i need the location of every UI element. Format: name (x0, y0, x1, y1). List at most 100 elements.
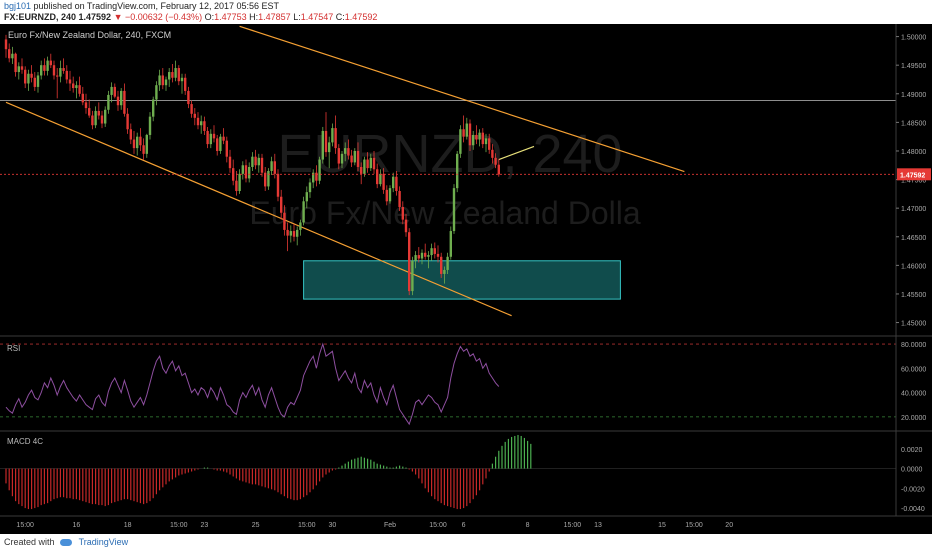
candle (190, 100, 193, 118)
candle-body (456, 153, 459, 189)
candle (433, 242, 436, 259)
candle (491, 144, 494, 164)
candle (107, 90, 110, 114)
candle-body (340, 153, 344, 164)
x-tick-label: 15:00 (298, 522, 316, 529)
rsi-tick-label: 80.0000 (901, 342, 926, 349)
candle (91, 110, 94, 130)
candle (340, 150, 344, 169)
candle-body (276, 173, 280, 197)
candle-body (187, 90, 190, 105)
candle-body (331, 128, 334, 143)
candle-body (142, 145, 145, 154)
candle-body (104, 109, 107, 124)
candle (337, 144, 340, 170)
symbol-info: FX:EURNZD, 240 1.47592 ▼ −0.00632 (−0.43… (4, 12, 377, 22)
candle (113, 83, 116, 99)
candle (305, 186, 308, 209)
close-value: 1.47592 (344, 12, 378, 22)
candle-body (174, 68, 177, 78)
candle (392, 172, 395, 193)
y-tick-label: 1.47000 (901, 206, 926, 213)
candle-body (280, 196, 283, 213)
candle-body (68, 79, 72, 84)
candle-body (91, 115, 94, 126)
candle-body (436, 253, 440, 257)
candle-body (372, 157, 376, 170)
candle (334, 115, 337, 154)
chart-title: Euro Fx/New Zealand Dollar, 240, FXCM (8, 30, 171, 40)
candle-body (123, 90, 126, 114)
high-label: H: (249, 12, 259, 22)
candle-body (72, 83, 75, 89)
candle (129, 123, 132, 145)
candle-body (212, 133, 216, 139)
candle-body (145, 134, 148, 154)
candle-body (200, 121, 203, 126)
candle-body (417, 255, 420, 259)
macd-tick-label: -0.0040 (901, 506, 925, 513)
candle (139, 128, 142, 151)
candle-body (168, 72, 171, 80)
candle (408, 228, 411, 296)
x-tick-label: 15:00 (564, 522, 582, 529)
candle (222, 128, 225, 145)
macd-tick-label: 0.0020 (901, 447, 923, 454)
candle-body (315, 172, 318, 181)
y-tick-label: 1.50000 (901, 35, 926, 42)
candle-body (395, 176, 398, 192)
candle (417, 247, 420, 263)
candle (56, 68, 59, 99)
candle-body (337, 148, 340, 164)
y-tick-label: 1.45500 (901, 292, 926, 299)
x-tick-label: 15 (658, 522, 666, 529)
x-tick-label: 23 (201, 522, 209, 529)
chart-area[interactable]: EURNZD, 240 Euro Fx/New Zealand Dolla 80… (0, 24, 932, 534)
candle-body (430, 248, 433, 256)
candle-body (472, 134, 475, 146)
candle-body (100, 115, 104, 124)
candle (40, 60, 43, 80)
y-tick-label: 1.48000 (901, 149, 926, 156)
candle-body (344, 148, 347, 154)
symbol-label: FX:EURNZD, 240 (4, 12, 77, 22)
candle (219, 133, 222, 154)
candle (468, 119, 472, 151)
y-tick-label: 1.49500 (901, 63, 926, 70)
chart-svg[interactable]: EURNZD, 240 Euro Fx/New Zealand Dolla 80… (0, 24, 932, 534)
candle (84, 93, 88, 114)
candle-body (318, 159, 321, 181)
candle-body (427, 255, 430, 257)
open-label: O: (204, 12, 215, 22)
candle (164, 76, 168, 91)
candle (241, 161, 244, 180)
candle-body (126, 113, 129, 130)
candle-body (219, 136, 222, 151)
candle-body (20, 66, 24, 70)
candle-body (161, 75, 164, 86)
candle-body (408, 232, 411, 292)
candle (209, 129, 212, 149)
candle (440, 252, 443, 278)
candle (353, 148, 356, 166)
macd-tick-label: -0.0020 (901, 486, 925, 493)
candle (472, 130, 475, 150)
candle (395, 170, 398, 196)
candle-body (321, 130, 324, 160)
candle-body (382, 173, 385, 190)
candle-body (481, 132, 484, 145)
candle-body (292, 231, 296, 237)
candle-body (88, 108, 91, 116)
candle-body (347, 148, 350, 156)
y-tick-label: 1.47500 (901, 178, 926, 185)
candle-body (497, 164, 500, 175)
candle-body (376, 169, 379, 185)
candle-body (299, 222, 302, 230)
candle-body (283, 212, 286, 230)
tradingview-link[interactable]: TradingView (78, 537, 129, 547)
candle-body (446, 256, 449, 270)
candle (465, 117, 468, 140)
candle (488, 133, 491, 154)
candle-body (484, 138, 488, 145)
author-link[interactable]: bgj101 (4, 1, 32, 11)
